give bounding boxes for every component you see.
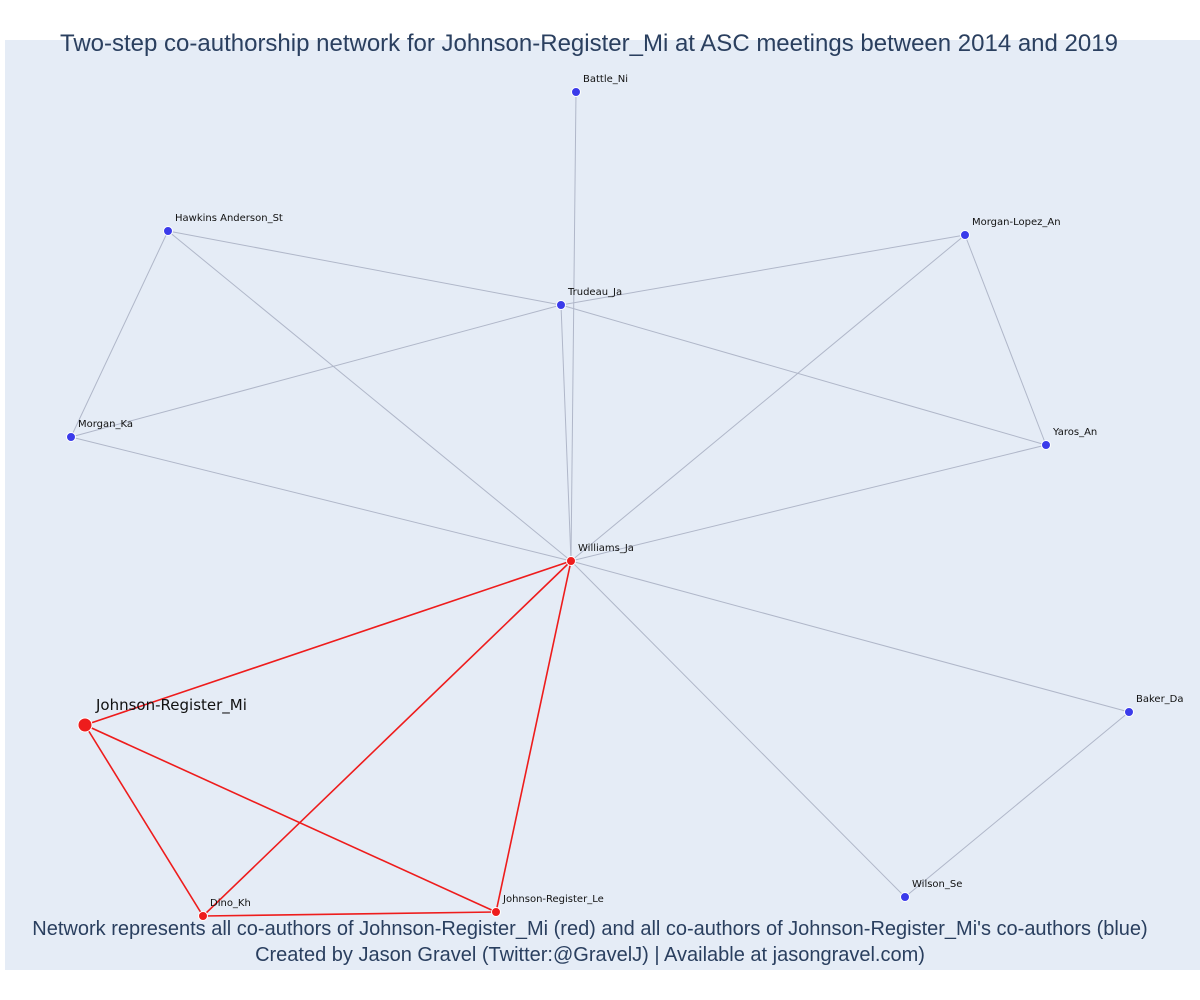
node-label-wilson_se: Wilson_Se: [912, 879, 962, 890]
edge-baker_da-wilson_se: [904, 711, 1130, 898]
edge-morgan_lopez_an-trudeau_ja: [560, 234, 966, 306]
node-johnson_register_mi[interactable]: [77, 717, 93, 733]
edge-morgan_ka-williams_ja: [70, 436, 572, 562]
edge-williams_ja-johnson_register_le: [495, 560, 572, 913]
caption-line-1: Network represents all co-authors of Joh…: [32, 918, 1148, 940]
node-dino_kh[interactable]: [198, 911, 208, 921]
edge-dino_kh-johnson_register_le: [202, 911, 497, 917]
node-johnson_register_le[interactable]: [491, 907, 501, 917]
caption-line-2: Created by Jason Gravel (Twitter:@Gravel…: [255, 944, 925, 966]
node-hawkins_anderson_st[interactable]: [163, 226, 173, 236]
edge-johnson_register_mi-johnson_register_le: [84, 724, 497, 913]
node-label-hawkins_anderson_st: Hawkins Anderson_St: [175, 213, 283, 224]
edge-hawkins_anderson_st-trudeau_ja: [167, 230, 562, 306]
node-label-johnson_register_mi: Johnson-Register_Mi: [95, 696, 247, 715]
node-trudeau_ja[interactable]: [556, 300, 566, 310]
chart-title: Two-step co-authorship network for Johns…: [60, 30, 1118, 57]
node-baker_da[interactable]: [1124, 707, 1134, 717]
edge-battle_ni-williams_ja: [570, 91, 577, 562]
node-label-yaros_an: Yaros_An: [1052, 427, 1097, 438]
node-label-johnson_register_le: Johnson-Register_Le: [502, 894, 604, 905]
node-label-dino_kh: Dino_Kh: [210, 898, 251, 909]
edge-wilson_se-williams_ja: [570, 560, 906, 898]
node-morgan_ka[interactable]: [66, 432, 76, 442]
edge-williams_ja-dino_kh: [202, 560, 572, 917]
edge-morgan_lopez_an-williams_ja: [570, 234, 966, 562]
edge-yaros_an-williams_ja: [570, 444, 1047, 562]
node-yaros_an[interactable]: [1041, 440, 1051, 450]
node-label-morgan_lopez_an: Morgan-Lopez_An: [972, 217, 1061, 228]
node-morgan_lopez_an[interactable]: [960, 230, 970, 240]
edge-johnson_register_mi-williams_ja: [84, 560, 572, 726]
node-label-baker_da: Baker_Da: [1136, 694, 1184, 705]
edge-hawkins_anderson_st-morgan_ka: [70, 230, 169, 438]
edge-morgan_lopez_an-yaros_an: [964, 234, 1047, 446]
edge-baker_da-williams_ja: [570, 560, 1130, 713]
node-label-morgan_ka: Morgan_Ka: [78, 419, 133, 430]
plot-area: [5, 40, 1200, 970]
node-williams_ja[interactable]: [566, 556, 576, 566]
labels-layer: Johnson-Register_Mi Williams_Ja Dino_Kh Joh…: [78, 74, 1184, 909]
node-label-trudeau_ja: Trudeau_Ja: [567, 287, 622, 298]
edge-johnson_register_mi-dino_kh: [84, 724, 204, 917]
edge-trudeau_ja-morgan_ka: [70, 304, 562, 438]
edge-trudeau_ja-yaros_an: [560, 304, 1047, 446]
nodes-layer: [66, 87, 1134, 921]
node-label-battle_ni: Battle_Ni: [583, 74, 628, 85]
node-wilson_se[interactable]: [900, 892, 910, 902]
node-label-williams_ja: Williams_Ja: [578, 543, 634, 554]
node-battle_ni[interactable]: [571, 87, 581, 97]
edge-trudeau_ja-williams_ja: [560, 304, 572, 562]
edges-layer: [70, 91, 1130, 917]
edge-hawkins_anderson_st-williams_ja: [167, 230, 572, 562]
